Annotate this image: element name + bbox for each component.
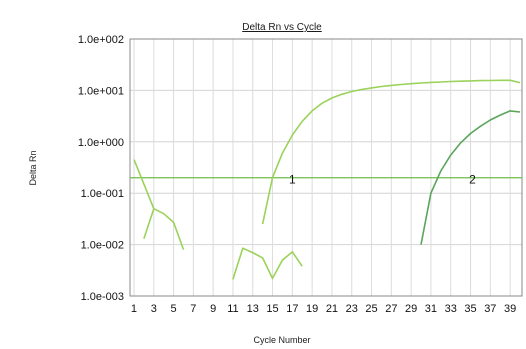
y-axis-label: Delta Rn — [28, 150, 38, 185]
plot-frame — [129, 38, 523, 297]
y-tick-label: 1.0e+001 — [78, 85, 124, 97]
x-tick-label: 7 — [190, 303, 196, 315]
grid — [130, 39, 522, 296]
x-tick-label: 33 — [445, 303, 457, 315]
annotation-label-2: 2 — [469, 173, 476, 187]
y-tick-label: 1.0e-002 — [81, 240, 124, 252]
series-line-1 — [133, 159, 155, 209]
x-tick-label: 9 — [210, 303, 216, 315]
x-tick-label: 23 — [346, 303, 358, 315]
x-tick-label: 35 — [464, 303, 476, 315]
y-tick-label: 1.0e-003 — [81, 291, 124, 303]
x-tick-label: 13 — [247, 303, 259, 315]
x-tick-label: 31 — [425, 303, 437, 315]
x-tick-label: 5 — [170, 303, 176, 315]
chart-title: Delta Rn vs Cycle — [242, 22, 322, 33]
x-tick-label: 27 — [385, 303, 397, 315]
series-line-5 — [420, 110, 521, 245]
annotation-label-1: 1 — [289, 173, 296, 187]
x-tick-label: 39 — [504, 303, 516, 315]
y-axis-ticks: 1.0e+002 1.0e+001 1.0e+000 1.0e-001 1.0e-002… — [78, 34, 124, 303]
x-tick-label: 25 — [365, 303, 377, 315]
x-tick-label: 29 — [405, 303, 417, 315]
x-tick-label: 17 — [286, 303, 298, 315]
y-tick-label: 1.0e+000 — [78, 137, 124, 149]
series-line-2 — [143, 207, 185, 250]
y-tick-label: 1.0e-001 — [81, 188, 124, 200]
x-tick-label: 15 — [266, 303, 278, 315]
x-axis-label: Cycle Number — [253, 335, 310, 345]
series-layer — [133, 79, 521, 280]
x-axis-ticks: 1 3 5 7 9 11 13 15 17 19 21 23 25 27 29 31 33 35 37 39 — [131, 303, 516, 315]
x-tick-label: 1 — [131, 303, 137, 315]
x-tick-label: 19 — [306, 303, 318, 315]
x-tick-label: 21 — [326, 303, 338, 315]
y-tick-label: 1.0e+002 — [78, 34, 124, 46]
x-tick-label: 11 — [227, 303, 238, 315]
x-tick-label: 37 — [484, 303, 496, 315]
series-line-3 — [232, 247, 303, 280]
series-line-4 — [261, 79, 521, 225]
x-tick-label: 3 — [151, 303, 157, 315]
